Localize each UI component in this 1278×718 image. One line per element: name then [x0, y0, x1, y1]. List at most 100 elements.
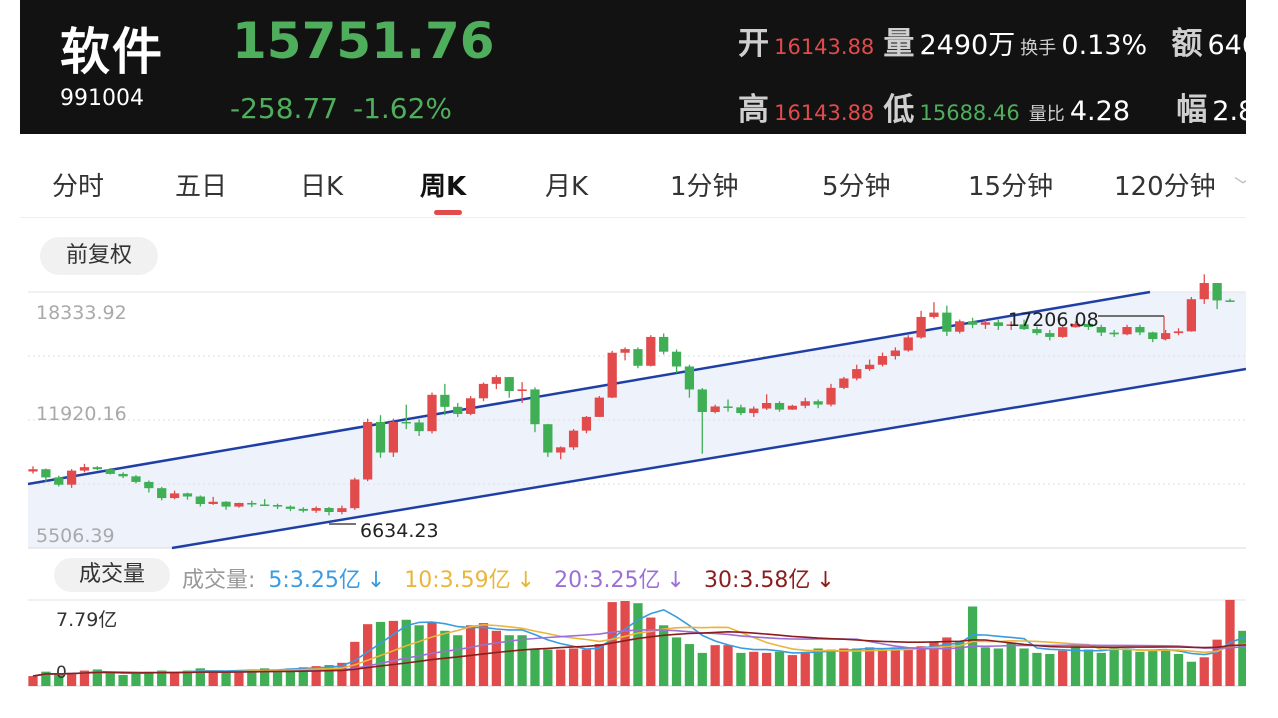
- volume-bar: [66, 672, 77, 686]
- volume-bar: [556, 649, 566, 686]
- volume-bar: [929, 641, 939, 686]
- volume-ma5-line: [32, 608, 1246, 677]
- volume-bar: [491, 630, 501, 686]
- volume-indicator-button[interactable]: 成交量: [54, 558, 170, 592]
- tab-weekly-k[interactable]: 周K: [420, 172, 467, 202]
- volume-bar: [247, 669, 257, 686]
- tab-intraday[interactable]: 分时: [52, 172, 105, 202]
- tab-120min[interactable]: 120分钟: [1114, 172, 1216, 202]
- stock-name: 软件: [60, 23, 164, 81]
- volume-bar: [388, 620, 399, 686]
- candle-body: [131, 476, 141, 482]
- candle-body: [195, 496, 205, 504]
- change-percent: -1.62%: [352, 92, 453, 125]
- candle-body: [710, 406, 720, 413]
- candle-body: [208, 501, 218, 504]
- candle-body: [671, 351, 682, 367]
- volume-bar: [221, 671, 231, 686]
- low-label: 低: [883, 92, 915, 128]
- volume-bar: [401, 619, 411, 686]
- volume-bar: [1006, 642, 1016, 686]
- high-label: 高: [738, 92, 769, 128]
- candle-body: [749, 408, 759, 414]
- candle-body: [1122, 327, 1132, 335]
- candle-body: [800, 401, 810, 406]
- candle-body: [826, 387, 836, 405]
- candle-body: [478, 383, 489, 399]
- candle-body: [1058, 327, 1068, 337]
- candle-body: [28, 469, 38, 472]
- candle-body: [787, 405, 798, 410]
- volume-bar: [594, 644, 604, 686]
- stats-row-1: 开 16143.88 量 2490万 换手 0.13% 额 646.6: [738, 18, 1246, 63]
- candle-body: [774, 402, 785, 410]
- volume-ratio-label: 量比: [1028, 104, 1065, 125]
- candle-body: [980, 322, 991, 325]
- tab-5min[interactable]: 5分钟: [822, 172, 891, 202]
- tab-monthly-k[interactable]: 月K: [545, 172, 589, 202]
- volume-bar: [684, 644, 695, 686]
- candle-body: [852, 369, 862, 379]
- candle-body: [736, 407, 746, 414]
- volume-bar: [736, 652, 746, 686]
- candle-body: [530, 389, 540, 425]
- volume-bar: [182, 670, 193, 686]
- volume-bar: [762, 652, 772, 686]
- amount-value: 646.6: [1207, 30, 1246, 61]
- volume-bar: [1083, 649, 1094, 686]
- candle-body: [955, 321, 965, 332]
- volume-ma-legend: 成交量: 5:3.25亿 ↓ 10:3.59亿 ↓ 20:3.25亿 ↓ 30:3.5…: [182, 562, 847, 594]
- period-low-label: 6634.23: [360, 520, 439, 542]
- high-value: 16143.88: [774, 101, 875, 125]
- candle-body: [993, 322, 1003, 326]
- volume-ratio-value: 4.28: [1069, 96, 1130, 127]
- volume-bar: [633, 603, 643, 686]
- volume-bar: [234, 670, 244, 686]
- volume-bar: [1135, 651, 1145, 686]
- volume-bar: [852, 648, 862, 686]
- channel-lower-line: [171, 367, 1246, 550]
- candle-body: [633, 349, 643, 366]
- candle-body: [594, 397, 604, 417]
- candle-body: [1212, 283, 1222, 301]
- candle-body: [839, 378, 849, 388]
- candle-body: [363, 421, 373, 480]
- volume-bar: [504, 635, 514, 686]
- volume-bar: [813, 648, 823, 686]
- volume-bar: [942, 637, 952, 686]
- volume-bar: [723, 645, 733, 686]
- candle-body: [877, 356, 888, 365]
- adjust-mode-button[interactable]: 前复权: [40, 237, 158, 275]
- volume-bar: [208, 671, 218, 686]
- volume-bar: [568, 648, 579, 686]
- tab-15min[interactable]: 15分钟: [968, 172, 1054, 202]
- page-edge: [1246, 0, 1278, 718]
- volume-bar: [877, 649, 888, 686]
- tab-1min[interactable]: 1分钟: [670, 172, 739, 202]
- volume-ma30-line: [32, 630, 1246, 677]
- candle-body: [1225, 300, 1235, 302]
- volume-bar: [800, 651, 810, 686]
- volume-bar: [79, 670, 90, 686]
- candle-body: [556, 447, 566, 453]
- y-tick-label: 11920.16: [36, 403, 127, 425]
- volume-zero-label: 0: [56, 663, 67, 683]
- y-tick-label: 5506.39: [36, 525, 115, 547]
- tab-five-day[interactable]: 五日: [175, 172, 228, 202]
- volume-max-label: 7.79亿: [56, 609, 117, 631]
- candle-body: [491, 377, 501, 384]
- volume-bar: [260, 668, 270, 686]
- volume-bar: [311, 666, 321, 686]
- volume-bar: [530, 648, 540, 686]
- volume-bar: [1173, 653, 1184, 686]
- price-change: -258.77 -1.62%: [230, 92, 452, 125]
- tab-daily-k[interactable]: 日K: [300, 172, 344, 202]
- volume-bar: [363, 624, 373, 686]
- kline-chart[interactable]: 18333.92 11920.16 5506.39 17206.08 6634.23 7.…: [0, 0, 1246, 718]
- candle-body: [697, 389, 707, 413]
- amplitude-label: 幅: [1176, 92, 1208, 128]
- candle-body: [916, 316, 926, 338]
- volume-bar: [1058, 650, 1068, 686]
- volume-bar: [157, 670, 167, 686]
- volume-bar: [195, 668, 205, 686]
